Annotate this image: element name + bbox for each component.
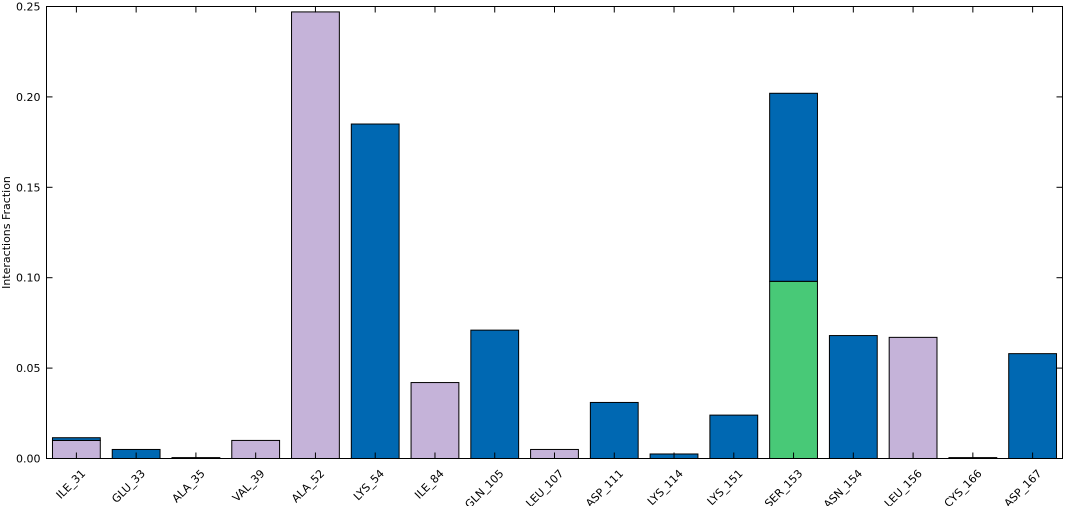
- bar-ile-84-s0: [410, 382, 460, 459]
- x-tick-label-asp-167: ASP_167: [1002, 467, 1045, 506]
- x-tick-label-ser-153: SER_153: [762, 467, 805, 506]
- y-tick-label: 0.20: [16, 91, 41, 104]
- bar-asp-167-s2: [1008, 353, 1058, 460]
- y-axis-label: Interactions Fraction: [0, 176, 13, 289]
- bar-asp-111-s2: [589, 401, 639, 460]
- bars-layer: [51, 11, 1058, 460]
- x-tick-label-lys-114: LYS_114: [645, 467, 686, 506]
- y-tick-label: 0.05: [16, 362, 41, 375]
- x-tick-label-ala-35: ALA_35: [170, 467, 208, 505]
- x-tick-label-cys-166: CYS_166: [942, 467, 985, 506]
- bar-lys-151-s2: [709, 414, 759, 459]
- x-tick-label-leu-107: LEU_107: [523, 467, 566, 506]
- y-tick-label: 0.25: [16, 1, 41, 14]
- y-tick-label: 0.10: [16, 272, 41, 285]
- x-tick-label-glu-33: GLU_33: [109, 467, 148, 506]
- x-tick-label-ile-31: ILE_31: [54, 467, 89, 502]
- bar-lys-54-s2: [350, 123, 400, 460]
- x-tick-label-asp-111: ASP_111: [583, 467, 626, 506]
- x-tick-label-lys-151: LYS_151: [705, 467, 746, 506]
- bar-ser-153-s2: [769, 92, 818, 282]
- bar-ser-153-s1: [769, 280, 818, 459]
- x-tick-label-ala-52: ALA_52: [289, 467, 327, 505]
- bar-leu-156-s0: [888, 336, 938, 459]
- x-tick-label-lys-54: LYS_54: [351, 467, 387, 503]
- bar-ile-31-s2: [51, 437, 101, 441]
- x-tick-label-asn-154: ASN_154: [821, 467, 865, 506]
- y-axis: 0.00 0.05 0.10 0.15 0.20 0.25: [16, 1, 1063, 466]
- bar-gln-105-s2: [470, 329, 520, 459]
- x-tick-label-gln-105: GLN_105: [462, 467, 506, 506]
- y-tick-label: 0.00: [16, 453, 41, 466]
- y-tick-label: 0.15: [16, 181, 41, 194]
- bar-asn-154-s2: [828, 335, 878, 459]
- x-tick-label-ile-84: ILE_84: [412, 467, 447, 502]
- x-tick-label-val-39: VAL_39: [230, 467, 267, 504]
- x-tick-label-leu-156: LEU_156: [882, 467, 925, 506]
- bar-ala-52-s0: [291, 11, 340, 459]
